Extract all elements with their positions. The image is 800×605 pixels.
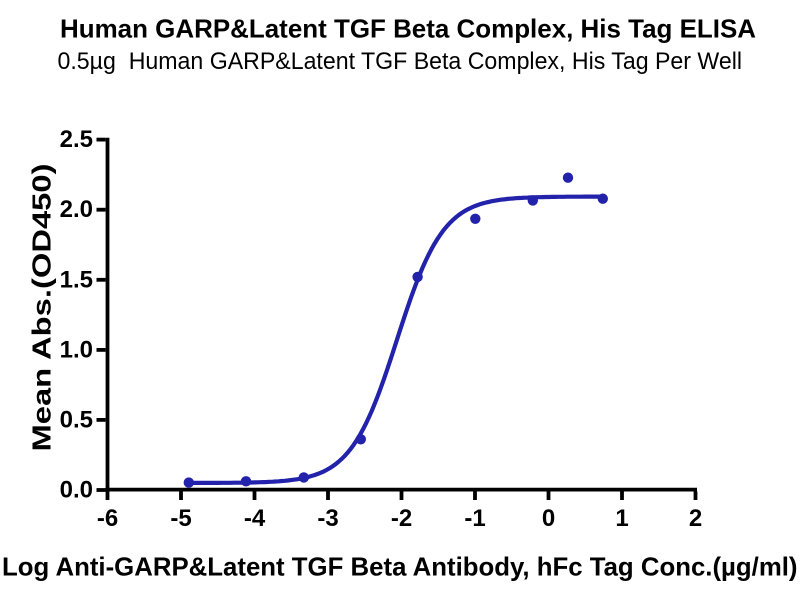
svg-text:0.5: 0.5 bbox=[60, 406, 93, 433]
svg-text:-4: -4 bbox=[244, 505, 266, 532]
svg-text:-5: -5 bbox=[170, 505, 191, 532]
svg-text:Human GARP&Latent TGF Beta Com: Human GARP&Latent TGF Beta Complex, His … bbox=[60, 14, 756, 44]
svg-text:1: 1 bbox=[615, 505, 628, 532]
svg-text:1.5: 1.5 bbox=[60, 266, 93, 293]
svg-text:2: 2 bbox=[689, 505, 702, 532]
svg-text:Log Anti-GARP&Latent TGF Beta: Log Anti-GARP&Latent TGF Beta Antibody, … bbox=[2, 551, 798, 581]
svg-text:0: 0 bbox=[542, 505, 555, 532]
svg-text:0.5µg Human GARP&Latent TGF B: 0.5µg Human GARP&Latent TGF Beta Complex… bbox=[58, 48, 743, 75]
svg-text:2.0: 2.0 bbox=[60, 196, 93, 223]
svg-text:1.0: 1.0 bbox=[60, 336, 93, 363]
svg-text:2.5: 2.5 bbox=[60, 126, 93, 153]
svg-text:-6: -6 bbox=[97, 505, 118, 532]
svg-text:-2: -2 bbox=[391, 505, 412, 532]
svg-text:0.0: 0.0 bbox=[60, 477, 93, 504]
svg-text:-3: -3 bbox=[317, 505, 338, 532]
svg-text:Mean Abs.(OD450): Mean Abs.(OD450) bbox=[27, 164, 57, 452]
svg-text:-1: -1 bbox=[464, 505, 485, 532]
